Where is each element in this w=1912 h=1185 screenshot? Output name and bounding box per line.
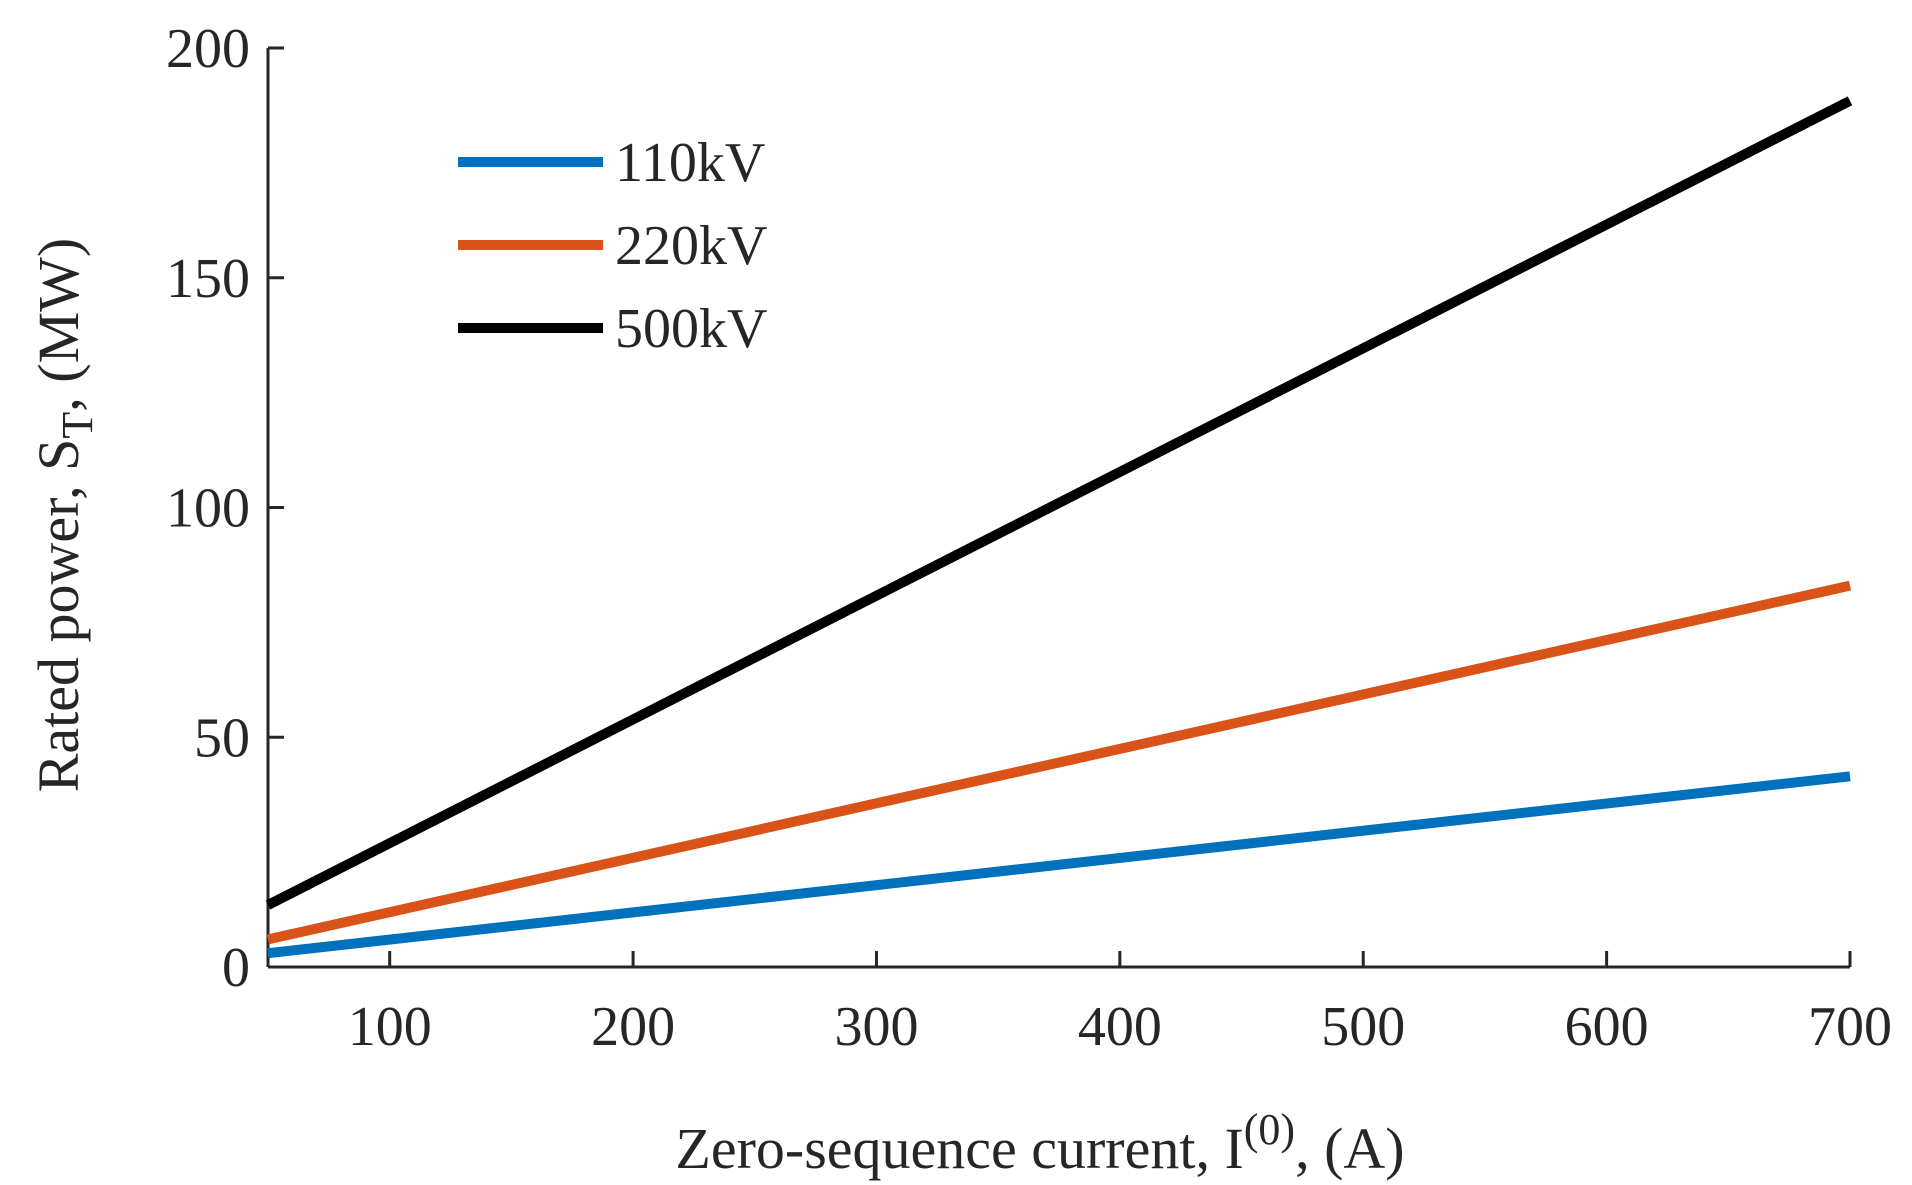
legend-label-220kv: 220kV	[615, 215, 767, 277]
y-ticks: 0 50 100 150 200	[166, 18, 284, 999]
y-tick-label: 0	[222, 937, 250, 999]
x-tick-label: 600	[1565, 996, 1649, 1058]
series-line-110kv	[267, 771, 1851, 959]
legend-label-110kv: 110kV	[615, 132, 765, 194]
series-line-500kv	[265, 96, 1853, 910]
series-line-220kv	[266, 580, 1852, 945]
y-tick-label: 100	[166, 478, 250, 540]
x-tick-label: 400	[1078, 996, 1162, 1058]
x-axis-title: Zero-sequence current, I(0), (A)	[675, 1105, 1404, 1181]
x-tick-label: 700	[1808, 996, 1892, 1058]
axes: 0 50 100 150 200 100 200 300 400 500 600 700	[166, 18, 1892, 1058]
x-tick-label: 300	[834, 996, 918, 1058]
y-tick-label: 200	[166, 18, 250, 80]
x-axis-title-superscript: (0)	[1244, 1105, 1295, 1154]
x-axis-title-suffix: , (A)	[1295, 1116, 1405, 1181]
y-tick-label: 50	[194, 707, 250, 769]
y-tick-label: 150	[166, 248, 250, 310]
series-group	[265, 96, 1853, 959]
legend-label-500kv: 500kV	[615, 298, 767, 360]
y-axis-title-subscript: T	[53, 412, 102, 439]
x-tick-label: 500	[1321, 996, 1405, 1058]
legend: 110kV 220kV 500kV	[458, 132, 767, 360]
x-tick-label: 200	[591, 996, 675, 1058]
x-axis-title-main: Zero-sequence current, I	[675, 1116, 1243, 1181]
y-axis-title-main: Rated power, S	[26, 439, 91, 793]
x-tick-label: 100	[348, 996, 432, 1058]
y-axis-title-suffix: , (MW)	[26, 238, 91, 412]
y-axis-title: Rated power, ST, (MW)	[26, 238, 102, 793]
x-ticks: 100 200 300 400 500 600 700	[348, 951, 1892, 1058]
